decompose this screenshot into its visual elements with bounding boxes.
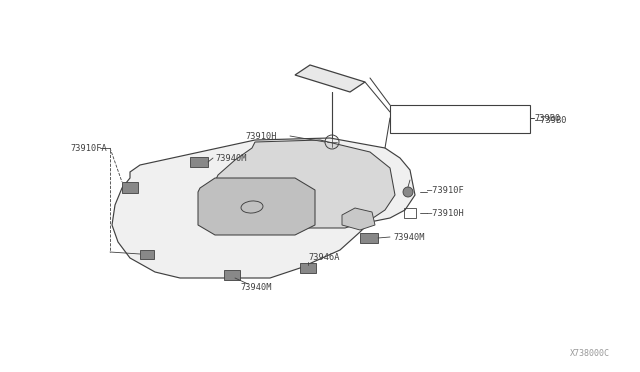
Text: X738000C: X738000C: [570, 349, 610, 358]
FancyBboxPatch shape: [140, 250, 154, 259]
Text: 73940M: 73940M: [393, 232, 424, 241]
Polygon shape: [210, 140, 395, 228]
Text: 73940M: 73940M: [240, 283, 271, 292]
Text: —73910H: —73910H: [427, 208, 464, 218]
Polygon shape: [198, 178, 315, 235]
FancyBboxPatch shape: [122, 182, 138, 193]
Text: —739B0: —739B0: [535, 115, 566, 125]
Polygon shape: [112, 138, 415, 278]
Text: 73940M: 73940M: [215, 154, 246, 163]
FancyBboxPatch shape: [300, 263, 316, 273]
FancyBboxPatch shape: [224, 270, 240, 280]
Bar: [390, 105, 530, 133]
Text: —73910F: —73910F: [427, 186, 464, 195]
Polygon shape: [342, 208, 375, 230]
Text: 73946A: 73946A: [308, 253, 339, 263]
Text: 739B0: 739B0: [534, 113, 560, 122]
FancyBboxPatch shape: [190, 157, 208, 167]
Text: 73910FA: 73910FA: [70, 144, 107, 153]
FancyBboxPatch shape: [360, 233, 378, 243]
Text: 73910H: 73910H: [245, 131, 276, 141]
Polygon shape: [295, 65, 365, 92]
Circle shape: [403, 187, 413, 197]
